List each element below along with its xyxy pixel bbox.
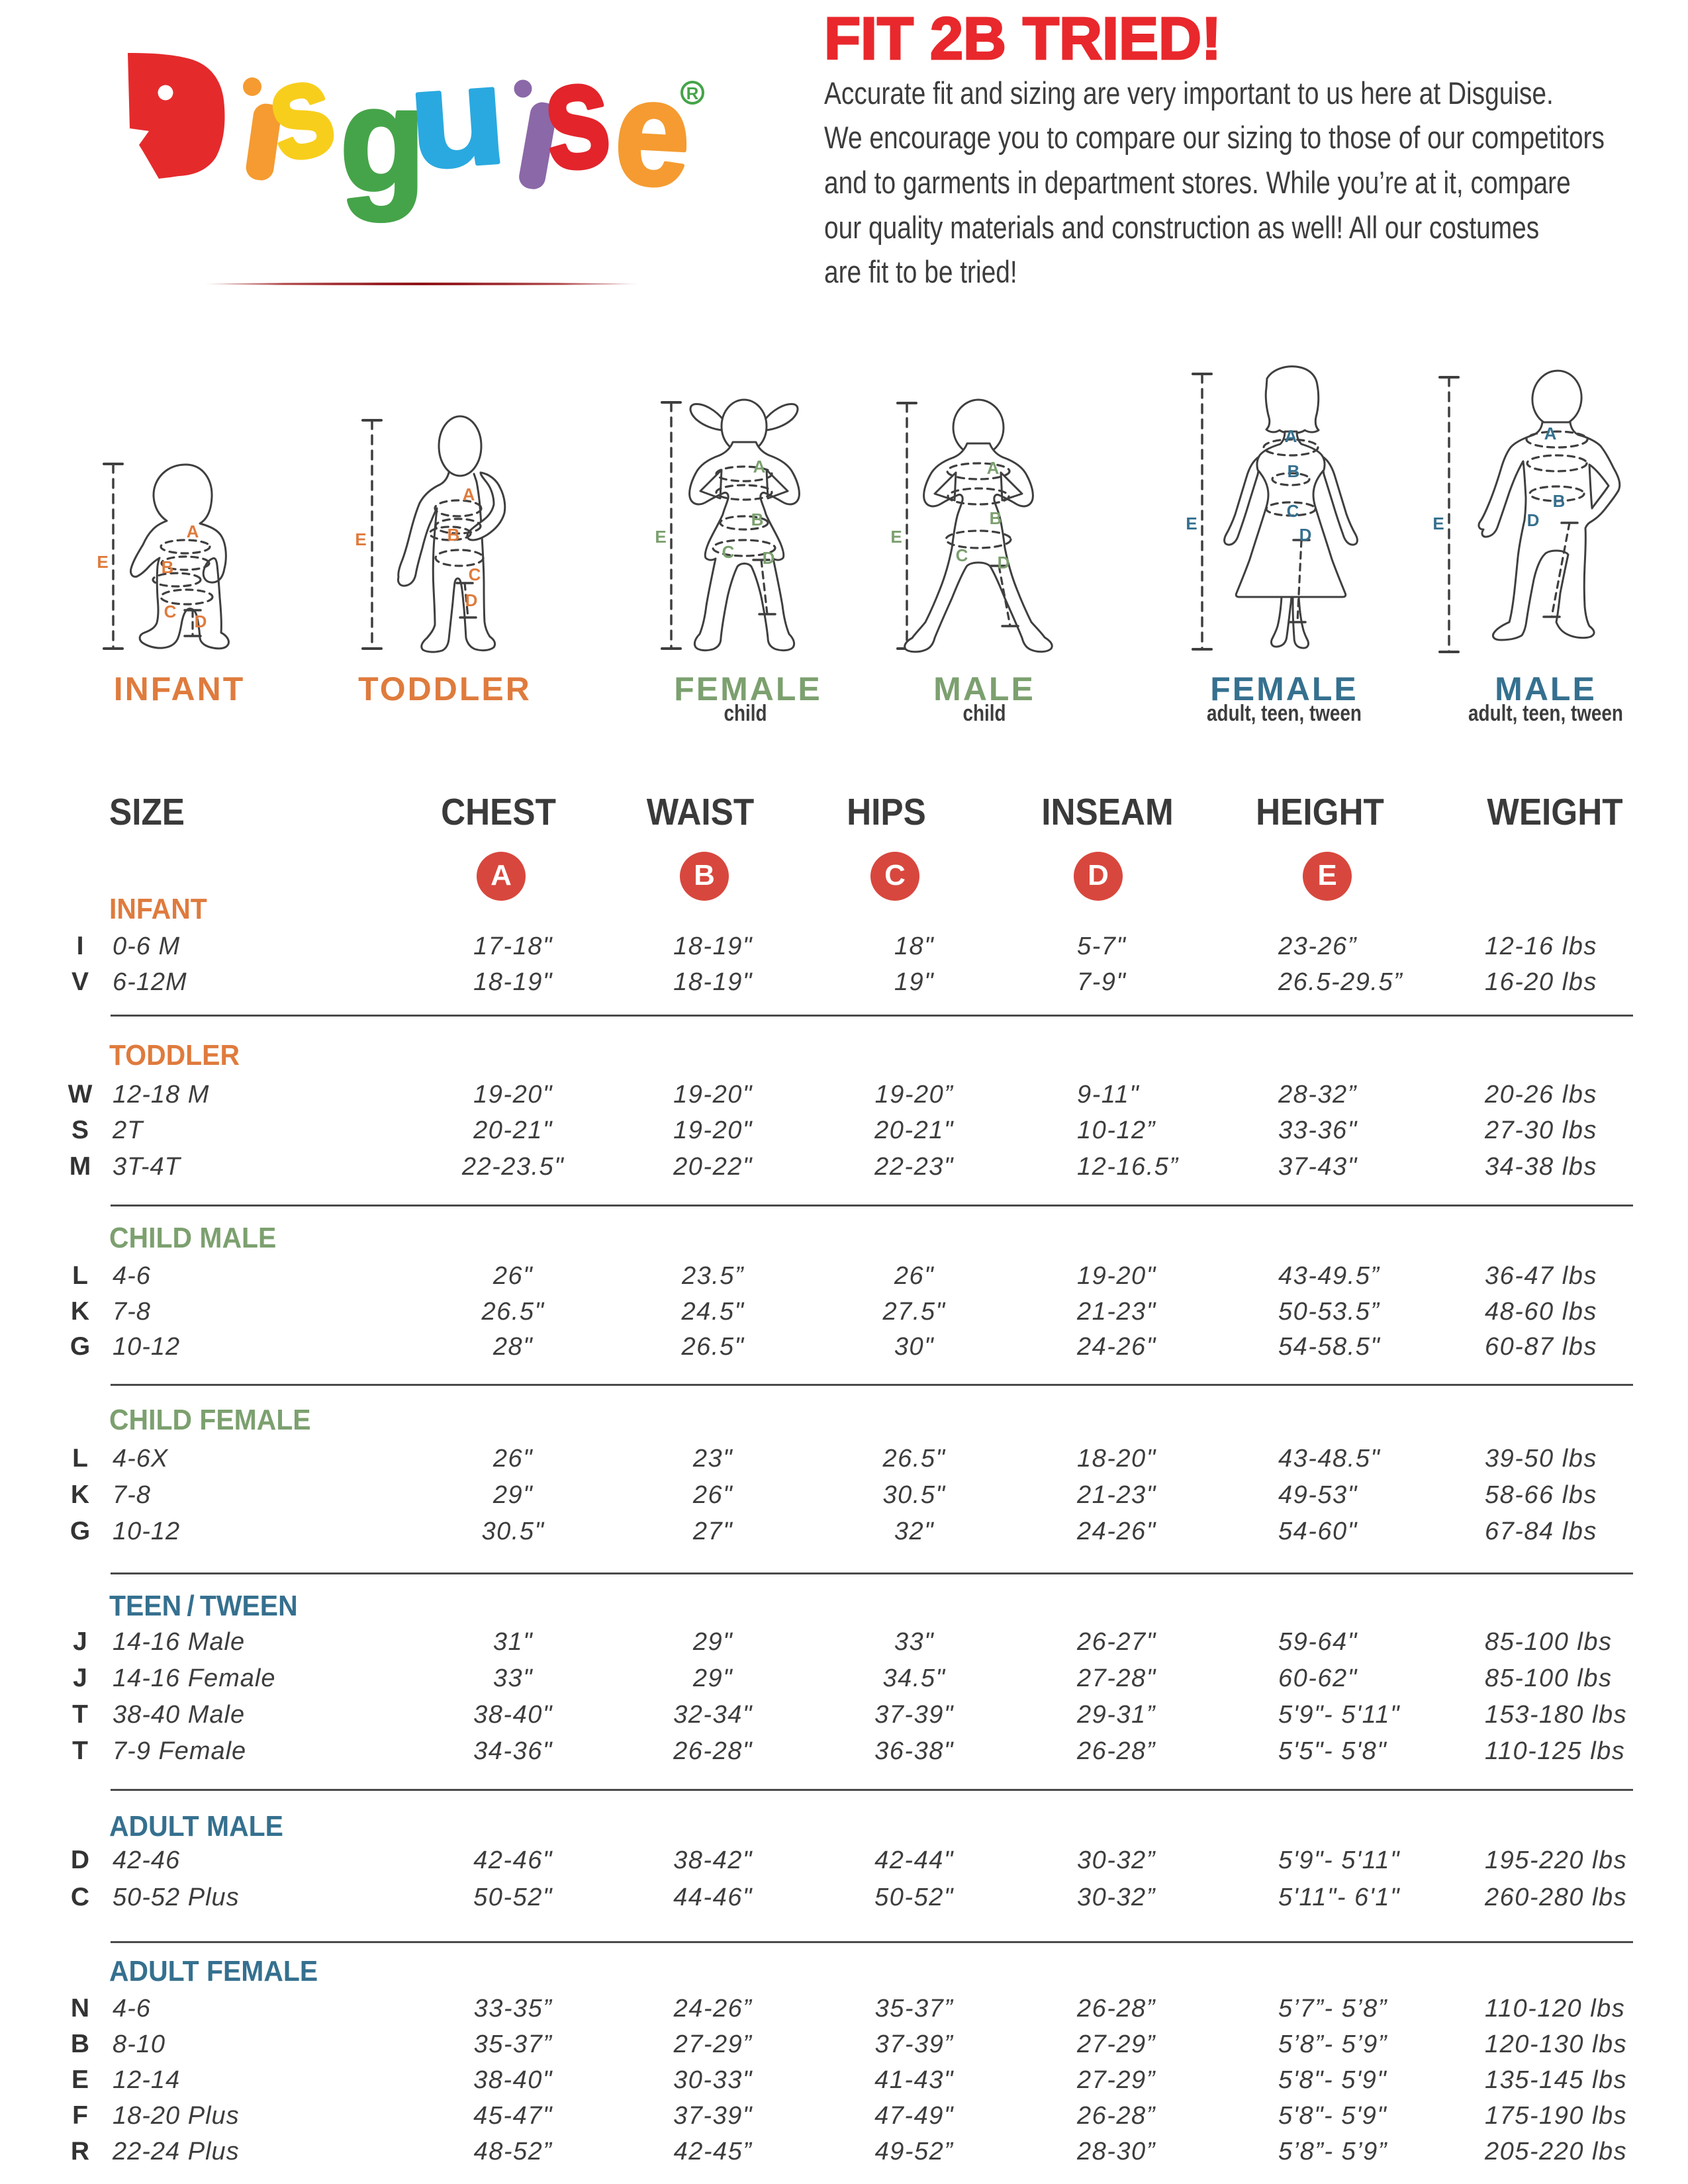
svg-text:E: E <box>1432 514 1444 533</box>
svg-text:E: E <box>97 552 108 572</box>
svg-text:C: C <box>164 602 177 621</box>
svg-text:A: A <box>753 457 766 477</box>
svg-text:B: B <box>1553 491 1566 511</box>
svg-text:B: B <box>162 557 174 577</box>
svg-text:E: E <box>890 527 902 547</box>
svg-text:R: R <box>686 83 699 103</box>
svg-text:A: A <box>463 484 475 504</box>
svg-text:E: E <box>1186 514 1197 533</box>
svg-text:D: D <box>763 548 775 568</box>
svg-text:C: C <box>722 542 735 562</box>
svg-text:D: D <box>998 553 1010 572</box>
svg-text:D: D <box>1299 525 1312 545</box>
svg-text:D: D <box>195 612 207 631</box>
svg-text:B: B <box>990 508 1002 528</box>
svg-text:u: u <box>404 36 510 198</box>
svg-text:g: g <box>340 57 426 221</box>
svg-text:B: B <box>751 510 764 529</box>
svg-text:A: A <box>1285 426 1297 446</box>
svg-text:E: E <box>355 529 366 549</box>
svg-text:D: D <box>465 590 478 610</box>
svg-text:E: E <box>655 527 666 547</box>
svg-text:B: B <box>1288 461 1300 481</box>
svg-text:C: C <box>956 545 968 565</box>
svg-text:B: B <box>447 525 460 545</box>
svg-text:A: A <box>1544 424 1557 443</box>
svg-text:C: C <box>1287 501 1299 521</box>
svg-text:e: e <box>611 48 694 218</box>
svg-text:D: D <box>1527 510 1540 530</box>
svg-text:A: A <box>187 522 199 541</box>
svg-text:C: C <box>469 565 481 584</box>
svg-text:A: A <box>987 458 1000 478</box>
svg-text:s: s <box>537 28 617 202</box>
